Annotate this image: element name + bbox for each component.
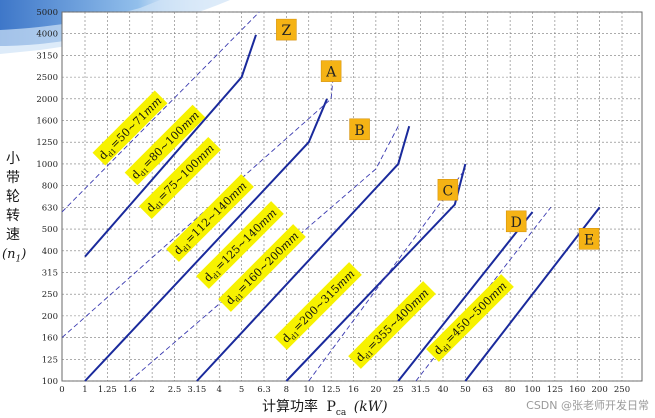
y-axis-char: 速 [6, 227, 20, 243]
x-axis-label-cn: 计算功率 [262, 399, 318, 415]
y-tick-label: 400 [42, 247, 58, 257]
x-tick-label: 40 [438, 385, 449, 395]
y-tick-label: 160 [42, 334, 58, 344]
series-line-a [84, 98, 328, 382]
x-tick-label: 2.5 [168, 385, 182, 395]
y-tick-label: 100 [42, 377, 58, 387]
x-axis-symbol: P [326, 399, 336, 415]
series-line-c [285, 163, 467, 382]
y-axis-char: 小 [6, 151, 20, 167]
y-tick-label: 250 [42, 290, 58, 300]
x-axis-label: 计算功率 Pca (kW) [262, 396, 422, 418]
x-tick-label: 2 [149, 385, 154, 395]
series-line-z [84, 34, 257, 258]
x-tick-label: 63 [482, 385, 493, 395]
svg-text:B: B [354, 123, 364, 139]
y-tick-label: 1250 [36, 138, 58, 148]
y-tick-label: 200 [42, 312, 58, 322]
x-tick-label: 3.15 [187, 385, 206, 395]
boundary-line-b [129, 125, 399, 382]
y-tick-label: 315 [42, 268, 58, 278]
x-tick-label: 4 [217, 385, 222, 395]
x-axis-symbol-sub: ca [335, 407, 347, 418]
svg-text:Z: Z [282, 23, 292, 39]
x-axis-unit: (kW) [353, 399, 388, 415]
y-axis-char: 轮 [6, 189, 20, 205]
y-tick-label: 1000 [36, 160, 58, 170]
x-tick-label: 80 [505, 385, 516, 395]
x-tick-label: 1.6 [123, 385, 137, 395]
y-tick-label: 4000 [36, 30, 58, 40]
type-label-b: B [349, 118, 370, 141]
type-label-a: A [320, 60, 342, 82]
y-axis-char: 转 [6, 208, 20, 224]
x-tick-label: 250 [614, 385, 630, 395]
type-label-c: C [437, 179, 459, 201]
x-tick-label: 0 [59, 385, 64, 395]
x-tick-label: 160 [569, 385, 585, 395]
type-label-e: E [578, 228, 600, 250]
x-tick-label: 20 [370, 385, 381, 395]
y-tick-label: 2500 [36, 73, 58, 83]
y-tick-label: 2000 [36, 95, 58, 105]
x-tick-label: 1 [82, 385, 87, 395]
svg-text:C: C [443, 183, 454, 199]
y-tick-label: 125 [42, 355, 58, 365]
type-label-d: D [505, 210, 527, 233]
x-tick-label: 8 [284, 385, 289, 395]
x-tick-label: 50 [460, 385, 471, 395]
x-tick-label: 1.25 [98, 385, 117, 395]
x-tick-label: 31.5 [411, 385, 430, 395]
x-tick-label: 16 [348, 385, 359, 395]
y-tick-label: 500 [42, 225, 58, 235]
y-tick-label: 630 [42, 203, 58, 213]
y-tick-label: 1600 [36, 117, 58, 127]
x-tick-label: 25 [393, 385, 404, 395]
y-axis-symbol-close: ) [21, 247, 27, 262]
series-line-b [196, 125, 411, 382]
y-tick-label: 5000 [36, 8, 58, 18]
svg-text:A: A [325, 65, 337, 81]
boundary-line-c [308, 168, 466, 382]
series-line-d [397, 211, 534, 382]
y-axis-symbol: (n1) [2, 245, 27, 270]
svg-text:D: D [511, 215, 522, 231]
y-axis-char: 带 [6, 170, 20, 186]
y-axis-symbol-sub: 1 [15, 254, 22, 265]
x-tick-label: 10 [303, 385, 314, 395]
x-tick-label: 100 [524, 385, 540, 395]
boundary-line-z [61, 11, 260, 213]
svg-text:E: E [584, 232, 594, 248]
x-tick-label: 125 [547, 385, 563, 395]
y-tick-label: 3150 [36, 51, 58, 61]
x-tick-label: 5 [239, 385, 244, 395]
type-label-z: Z [276, 18, 297, 41]
x-tick-label: 12.5 [322, 385, 341, 395]
x-tick-label: 6.3 [257, 385, 271, 395]
y-axis-symbol-n: (n [2, 247, 16, 262]
y-tick-label: 800 [42, 182, 58, 192]
x-tick-label: 200 [592, 385, 608, 395]
y-axis-label: 小 带 轮 转 速 (n1) [2, 150, 27, 270]
series-line-e [464, 206, 601, 382]
watermark: CSDN @张老师开发日常 [526, 399, 649, 412]
